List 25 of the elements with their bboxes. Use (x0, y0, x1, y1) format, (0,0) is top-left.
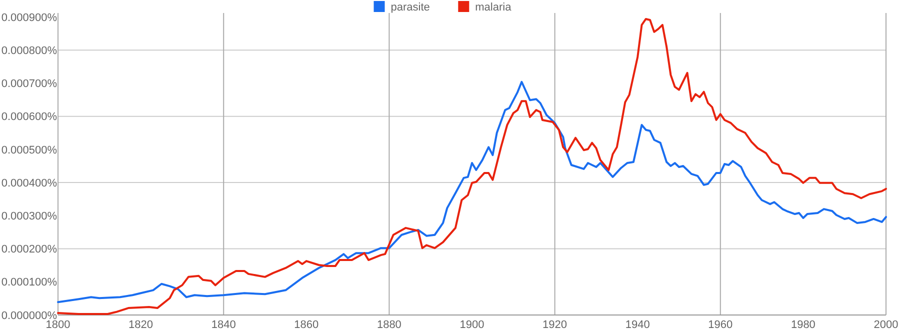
y-tick-label: 0.000900% (1, 12, 58, 24)
line-series (57, 80, 887, 304)
y-tick-label: 0.000300% (1, 210, 58, 223)
x-tick-label: 1880 (376, 319, 402, 330)
y-tick-label: 0.000600% (1, 111, 58, 124)
x-tick-label: 1800 (46, 319, 70, 330)
legend-label: parasite (390, 2, 430, 14)
y-tick-label: 0.000700% (1, 78, 58, 90)
y-tick-label: 0.000100% (1, 276, 58, 289)
x-tick-label: 2000 (874, 319, 898, 330)
x-tick-label: 1940 (625, 319, 650, 330)
y-tick-label: 0.000500% (1, 144, 58, 156)
line-series (57, 18, 887, 316)
legend-label: malaria (475, 2, 512, 14)
y-tick-label: 0.000200% (1, 244, 58, 256)
x-tick-label: 1860 (294, 319, 319, 330)
x-tick-label: 1840 (211, 319, 236, 330)
y-tick-label: 0.000400% (1, 177, 58, 190)
x-tick-label: 1900 (460, 319, 484, 330)
x-tick-label: 1920 (542, 319, 568, 330)
x-tick-label: 1980 (790, 319, 816, 330)
y-tick-label: 0.000800% (1, 44, 58, 57)
x-tick-label: 1960 (708, 319, 733, 330)
y-tick-label: 0.000000% (1, 310, 58, 322)
x-tick-label: 1820 (128, 319, 154, 330)
